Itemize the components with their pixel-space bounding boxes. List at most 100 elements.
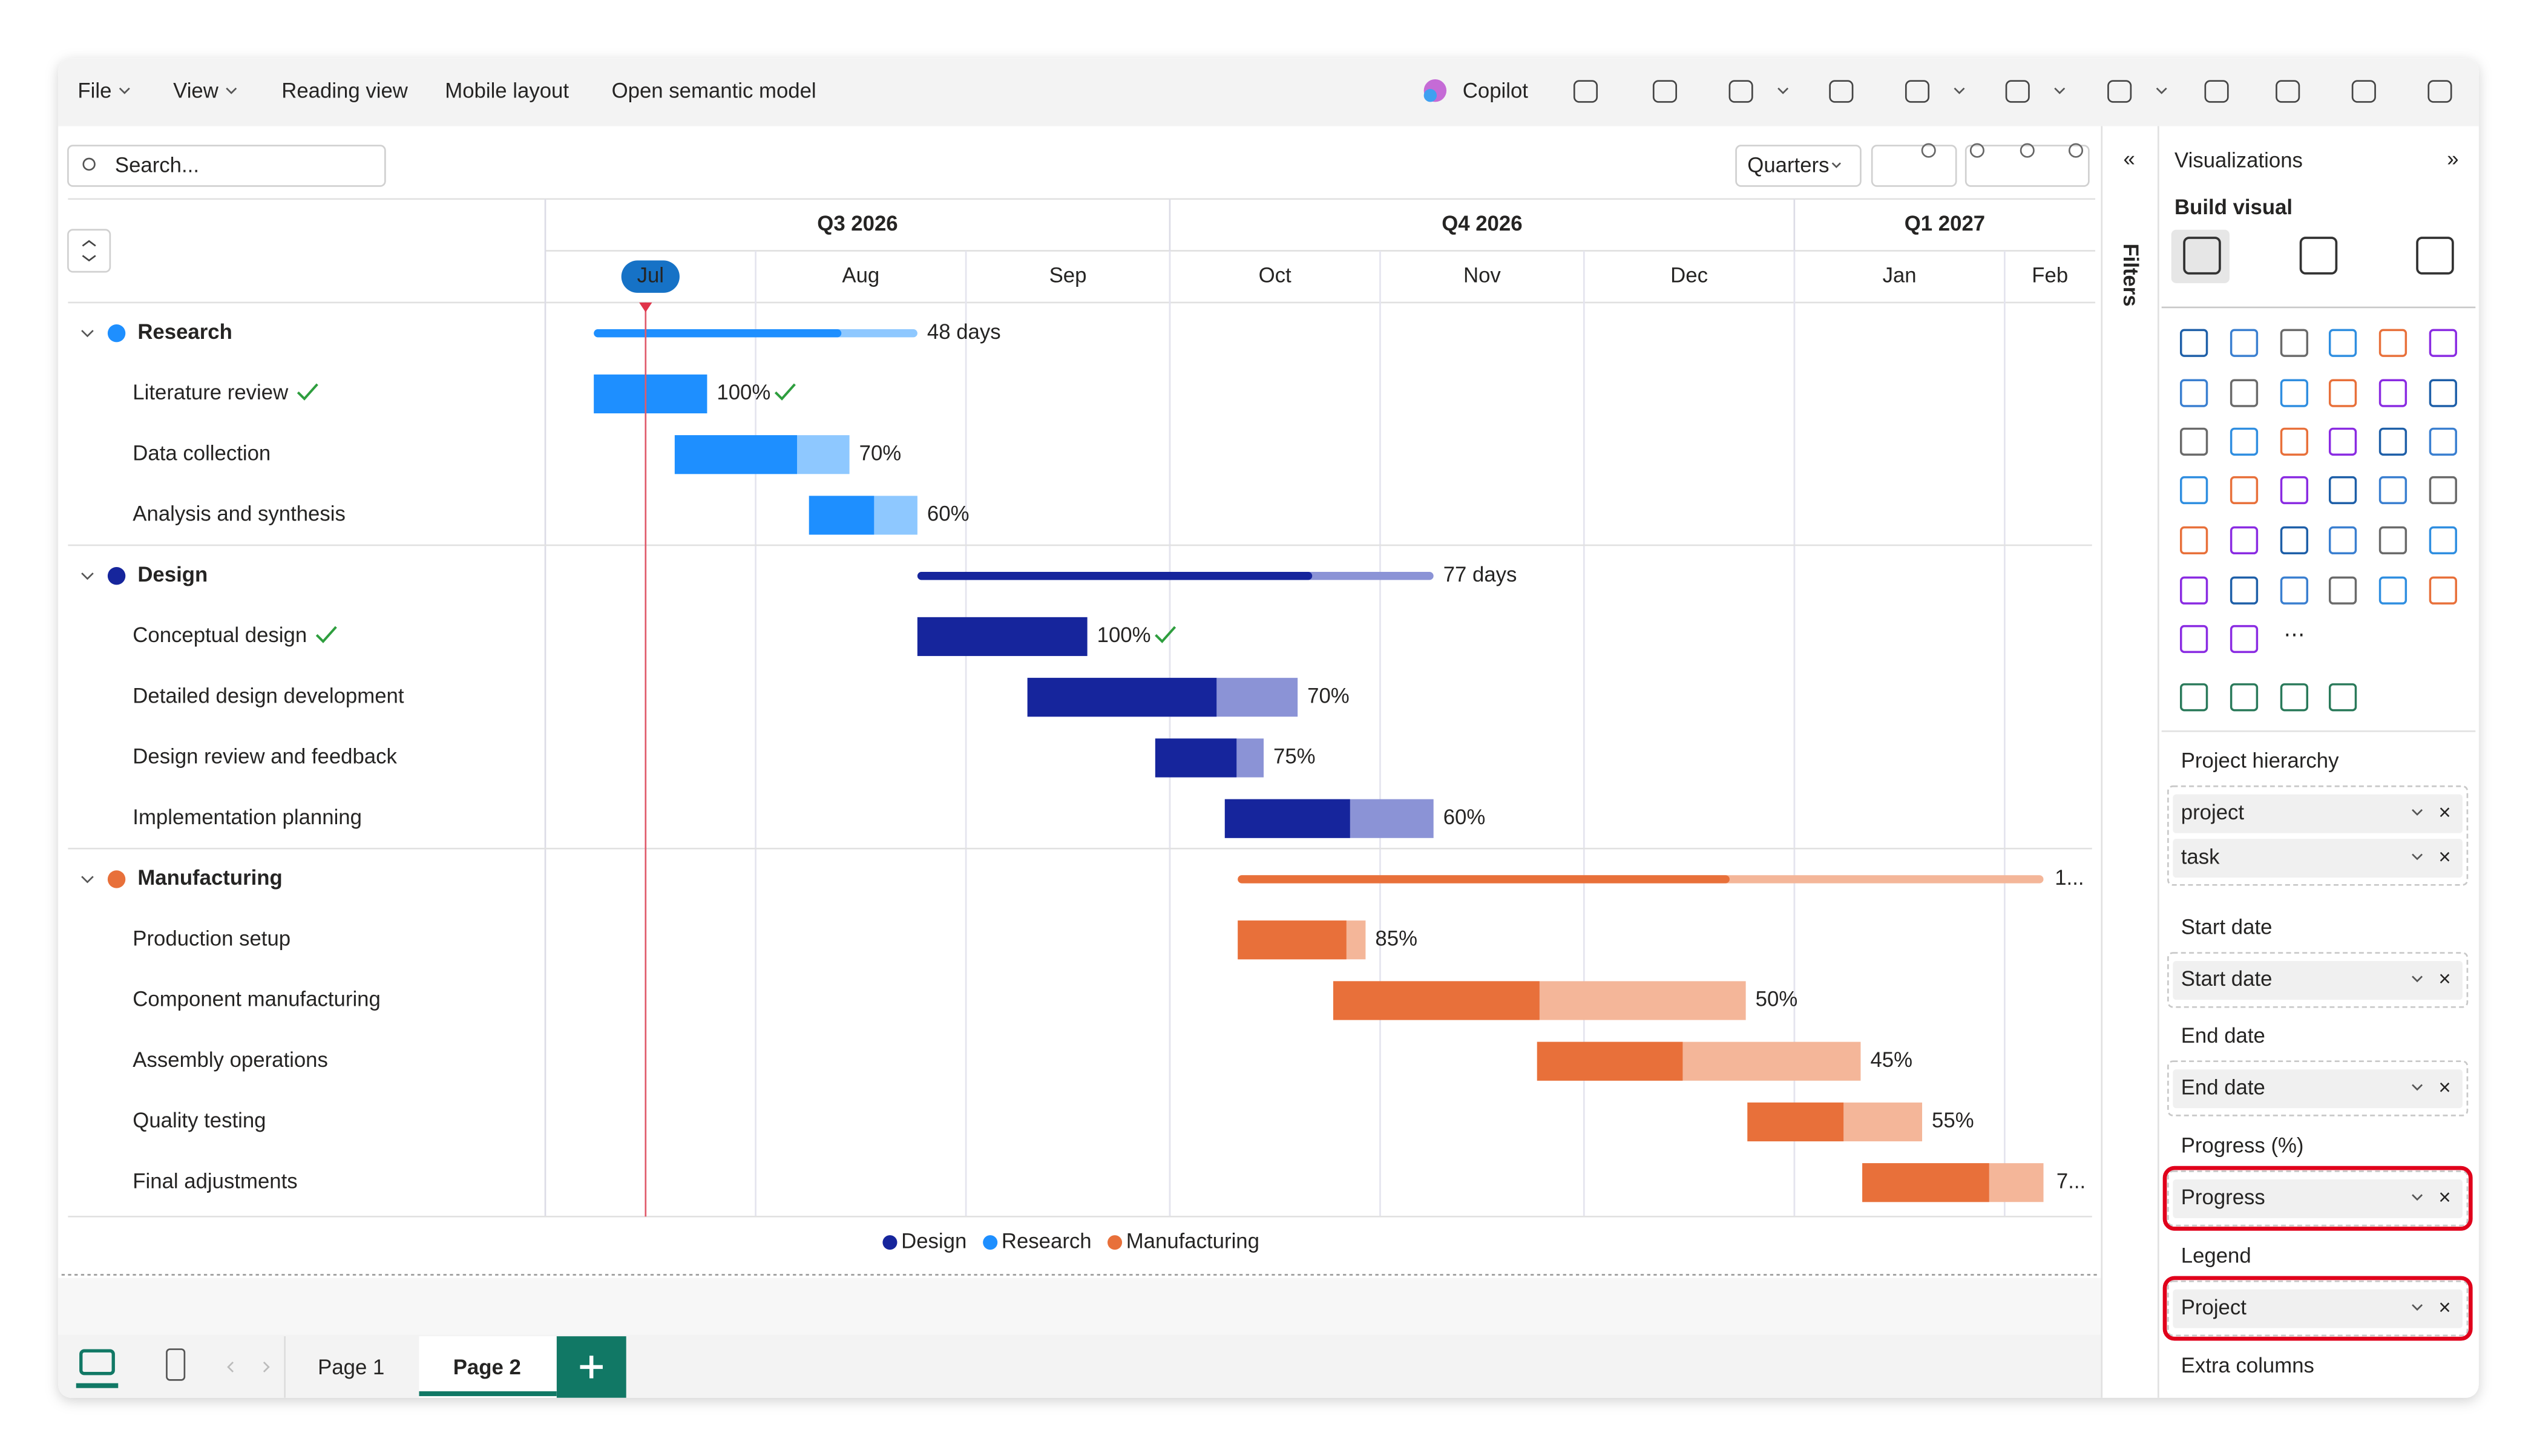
copilot-button[interactable]: Copilot [1463,80,1529,103]
task-name[interactable]: Design review and feedback [133,746,397,769]
task-name[interactable]: Conceptual design [133,624,307,647]
toolbar-icon[interactable] [2351,80,2376,103]
build-tab-icon[interactable] [2299,237,2338,275]
task-name[interactable]: Literature review [133,381,289,404]
visual-type-icon[interactable] [2328,379,2357,407]
visual-type-icon[interactable] [2230,427,2259,456]
visual-type-icon[interactable] [2429,476,2457,505]
visual-type-icon[interactable] [2378,427,2407,456]
visual-type-icon[interactable] [2230,576,2259,605]
field-pill[interactable] [2173,1289,2463,1328]
toolbar-icon[interactable] [1829,80,1854,103]
toolbar-icon[interactable] [1905,80,1930,103]
page-nav-arrows[interactable] [227,1362,270,1372]
menu-item[interactable]: File [77,80,111,103]
remove-field[interactable]: × [2438,801,2450,824]
visual-header-icon[interactable] [1969,143,1984,158]
collapse-filters[interactable]: « [2124,148,2135,171]
desktop-view-icon[interactable] [79,1349,115,1376]
task-name[interactable]: Quality testing [133,1109,266,1132]
visual-type-icon[interactable] [2328,427,2357,456]
visual-type-icon[interactable] [2280,476,2309,505]
visual-type-icon[interactable] [2230,476,2259,505]
legend-label[interactable]: Research [1002,1230,1092,1253]
visual-type-icon[interactable] [2429,576,2457,605]
field-pill[interactable] [2173,960,2463,1000]
remove-field[interactable]: × [2438,845,2450,868]
visual-type-icon[interactable] [2180,526,2208,555]
visual-header-icon[interactable] [1921,143,1936,158]
field-pill[interactable] [2173,1179,2463,1219]
visual-type-icon[interactable] [2429,329,2457,357]
task-name[interactable]: Analysis and synthesis [133,503,346,526]
visual-type-icon[interactable] [2280,379,2309,407]
collapse-all-button[interactable] [67,229,111,273]
remove-field[interactable]: × [2438,1296,2450,1319]
visual-type-icon[interactable] [2180,625,2208,654]
visual-type-icon[interactable] [2180,427,2208,456]
field-pill[interactable] [2173,839,2463,878]
visual-type-icon[interactable] [2328,526,2357,555]
task-name[interactable]: Component manufacturing [133,988,381,1011]
selected-visual-tab[interactable] [2171,229,2230,283]
menu-item[interactable]: Reading view [281,80,409,103]
toolbar-icon[interactable] [1573,80,1598,103]
toolbar-icon[interactable] [2204,80,2229,103]
menu-item[interactable]: Open semantic model [612,80,816,103]
visual-type-icon[interactable] [2378,476,2407,505]
more-visuals[interactable]: ⋯ [2284,623,2305,646]
toolbar-icon[interactable] [1652,80,1678,103]
visual-type-icon[interactable] [2280,576,2309,605]
build-tab-icon[interactable] [2416,237,2454,275]
search-box[interactable] [67,145,386,187]
toolbar-icon[interactable] [2005,80,2030,103]
timescale-button[interactable] [1735,145,1862,187]
task-name[interactable]: Implementation planning [133,806,362,829]
legend-label[interactable]: Manufacturing [1126,1230,1259,1253]
visual-type-icon[interactable] [2180,379,2208,407]
task-name[interactable]: Assembly operations [133,1049,328,1072]
visual-type-icon[interactable] [2280,526,2309,555]
visual-type-icon[interactable] [2280,329,2309,357]
menu-item[interactable]: Mobile layout [445,80,569,103]
visual-type-icon[interactable] [2378,329,2407,357]
remove-field[interactable]: × [2438,1076,2450,1099]
visual-type-icon[interactable] [2180,329,2208,357]
legend-label[interactable]: Design [901,1230,967,1253]
visual-type-icon[interactable] [2230,526,2259,555]
visual-type-icon[interactable] [2180,476,2208,505]
custom-visual-icon[interactable] [2280,683,2309,712]
custom-visual-icon[interactable] [2180,683,2208,712]
visual-type-icon[interactable] [2230,379,2259,407]
visual-type-icon[interactable] [2378,379,2407,407]
task-name[interactable]: Data collection [133,442,271,465]
visual-header-icon[interactable] [2020,143,2035,158]
visual-type-icon[interactable] [2280,427,2309,456]
custom-visual-icon[interactable] [2328,683,2357,712]
page-tab[interactable]: Page 2 [453,1356,521,1379]
visual-type-icon[interactable] [2328,476,2357,505]
menu-item[interactable]: View [173,80,219,103]
visual-type-icon[interactable] [2429,526,2457,555]
custom-visual-icon[interactable] [2230,683,2259,712]
zoom-buttons[interactable] [1871,145,1957,187]
toolbar-icon[interactable] [2427,80,2452,103]
visual-type-icon[interactable] [2230,329,2259,357]
field-pill[interactable] [2173,1069,2463,1109]
visual-type-icon[interactable] [2180,576,2208,605]
collapse-pane[interactable]: » [2447,148,2458,171]
visual-type-icon[interactable] [2230,625,2259,654]
remove-field[interactable]: × [2438,968,2450,991]
visual-type-icon[interactable] [2378,576,2407,605]
task-name[interactable]: Final adjustments [133,1170,297,1193]
group-name[interactable]: Design [137,563,208,586]
remove-field[interactable]: × [2438,1186,2450,1209]
build-tab-icon[interactable] [2183,237,2221,275]
page-tab[interactable]: Page 1 [318,1356,384,1379]
task-name[interactable]: Detailed design development [133,684,404,707]
toolbar-icon[interactable] [1728,80,1753,103]
visual-type-icon[interactable] [2429,427,2457,456]
visual-type-icon[interactable] [2328,329,2357,357]
visual-type-icon[interactable] [2328,576,2357,605]
visual-type-icon[interactable] [2429,379,2457,407]
